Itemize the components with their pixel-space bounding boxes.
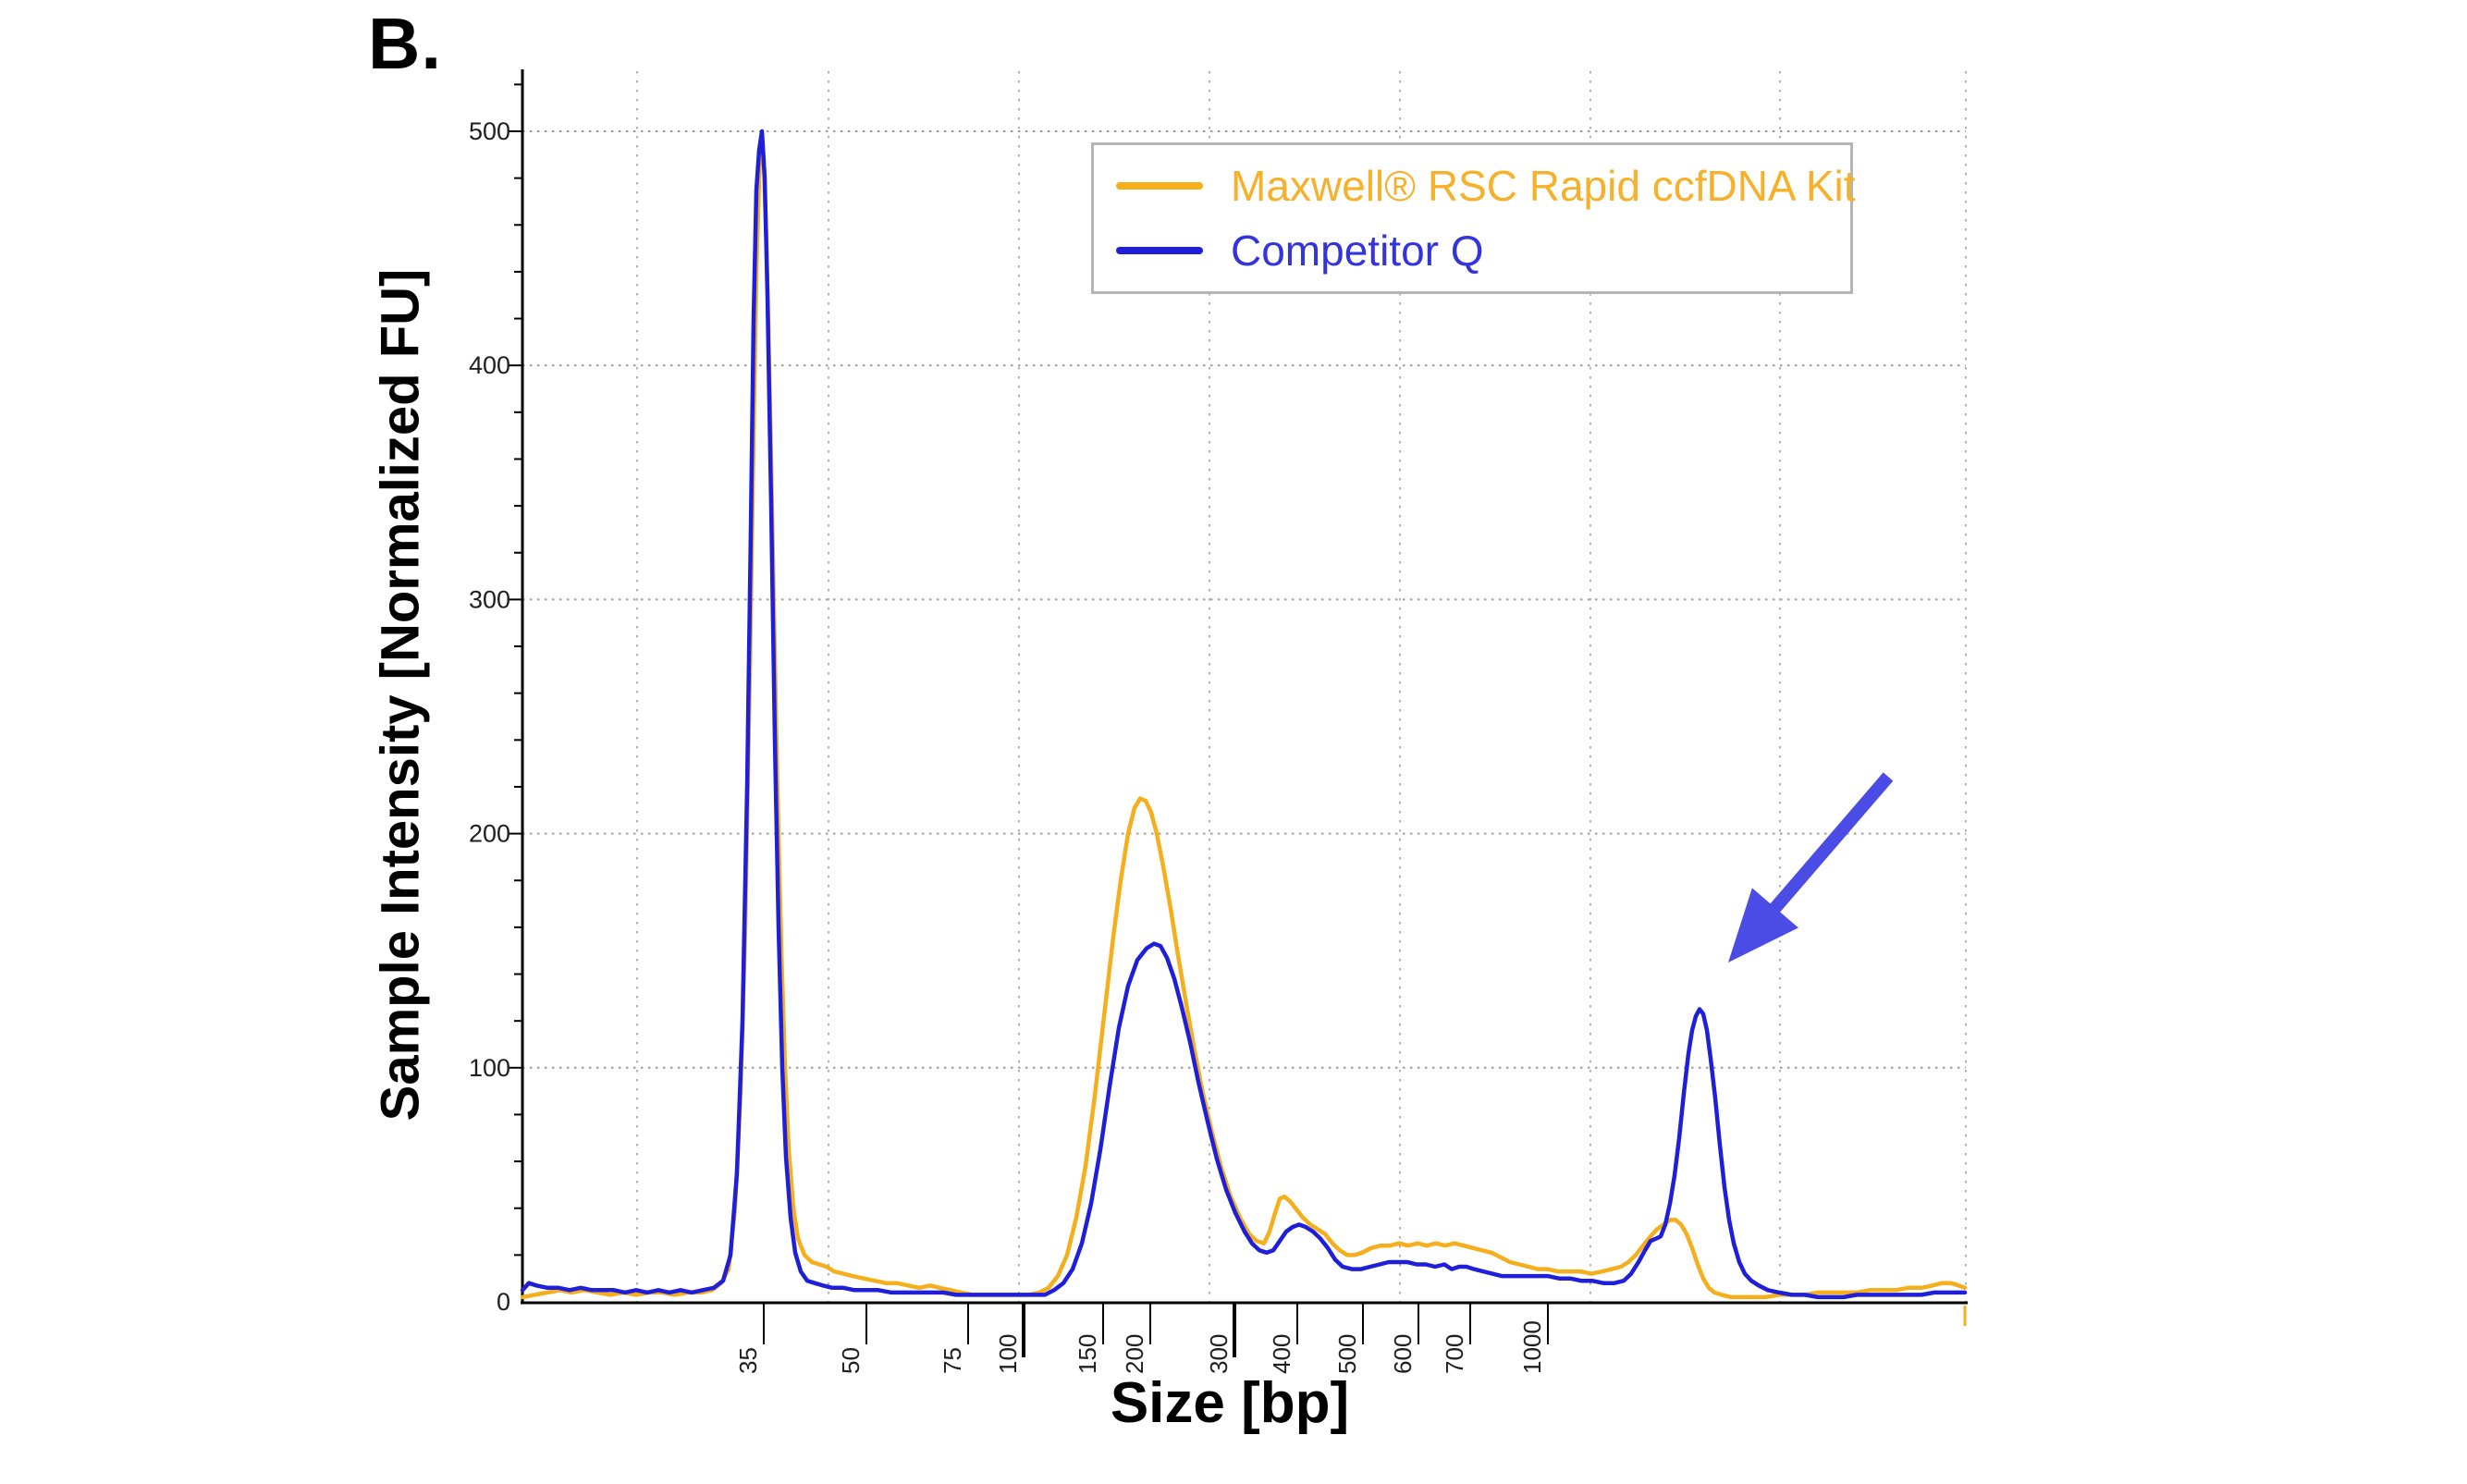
x-tick-label-200: 200 bbox=[1121, 1334, 1148, 1374]
x-tick-label-150: 150 bbox=[1074, 1334, 1101, 1374]
x-tick-label-100: 100 bbox=[994, 1334, 1022, 1374]
competitor-trace bbox=[520, 129, 1968, 1300]
legend-line-swatch-blue bbox=[1116, 247, 1203, 254]
x-tick-label-300: 300 bbox=[1205, 1334, 1233, 1374]
legend-box: Maxwell® RSC Rapid ccfDNA Kit Competitor… bbox=[1091, 142, 1856, 294]
x-tick-label-35: 35 bbox=[734, 1347, 762, 1374]
y-tick-label-0: 0 bbox=[497, 1288, 510, 1316]
y-tick-label-400: 400 bbox=[469, 351, 510, 379]
y-tick-label-500: 500 bbox=[469, 117, 510, 145]
legend-label-maxwell: Maxwell® RSC Rapid ccfDNA Kit bbox=[1231, 162, 1856, 210]
x-tick-label-600: 600 bbox=[1389, 1334, 1417, 1374]
x-tick-label-400: 400 bbox=[1268, 1334, 1295, 1374]
x-tick-label-50: 50 bbox=[837, 1347, 865, 1374]
x-axis-title: Size [bp] bbox=[1110, 1371, 1350, 1435]
x-tick-label-75: 75 bbox=[939, 1347, 966, 1374]
axis-end-marker-tick bbox=[1963, 1306, 1967, 1326]
annotation-arrow-head bbox=[1728, 888, 1798, 963]
legend-line-swatch-orange bbox=[1116, 182, 1203, 190]
y-tick-label-200: 200 bbox=[469, 820, 510, 848]
y-tick-label-300: 300 bbox=[469, 585, 510, 613]
x-tick-label-700: 700 bbox=[1441, 1334, 1468, 1374]
annotation-arrow-shaft bbox=[1765, 772, 1894, 918]
x-tick-label-1000: 1000 bbox=[1518, 1320, 1546, 1374]
legend-label-competitor: Competitor Q bbox=[1231, 227, 1484, 275]
y-axis-title: Sample Intensity [Normalized FU] bbox=[370, 268, 431, 1122]
x-tick-label-500: 500 bbox=[1333, 1334, 1361, 1374]
legend-item-maxwell: Maxwell® RSC Rapid ccfDNA Kit bbox=[1116, 161, 1856, 211]
legend-item-competitor: Competitor Q bbox=[1116, 226, 1850, 276]
y-tick-label-100: 100 bbox=[469, 1054, 510, 1082]
figure-panel-label: B. bbox=[368, 3, 442, 84]
